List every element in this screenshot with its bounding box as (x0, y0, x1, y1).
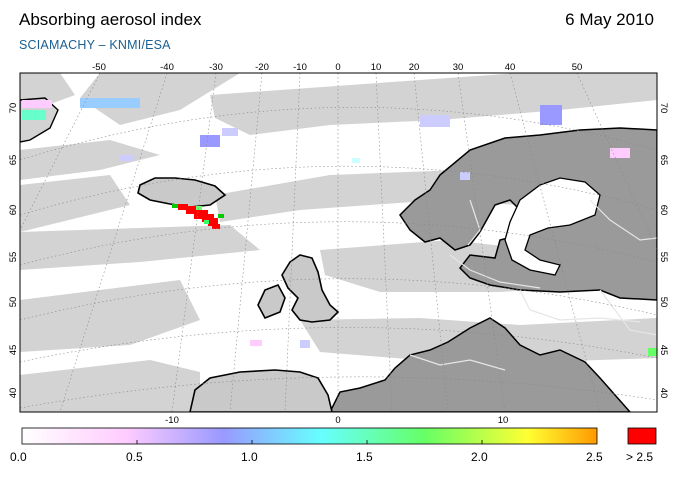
colorbar-ticks (136, 440, 483, 444)
colorbar-label-1: 0.5 (126, 450, 143, 464)
top-lon-labels: -50 -40 -30 -20 -10 0 10 20 30 40 50 (92, 62, 582, 73)
map-date: 6 May 2010 (565, 10, 654, 29)
colorbar-overflow-label: > 2.5 (626, 450, 654, 464)
colorbar-label-2: 1.0 (241, 450, 258, 464)
left-lat-label: 55 (8, 252, 19, 263)
bottom-lon-label: 10 (498, 415, 509, 426)
right-lat-label: 50 (658, 297, 669, 308)
baltic-sea (504, 177, 601, 276)
colorbar-overflow-swatch (627, 427, 657, 445)
left-lat-labels: 70 65 60 55 50 45 40 (8, 103, 19, 399)
right-lat-label: 60 (658, 205, 669, 216)
map-subtitle: SCIAMACHY – KNMI/ESA (19, 38, 171, 52)
colorbar-label-3: 1.5 (356, 450, 373, 464)
country-borders (409, 199, 657, 371)
land-masses (137, 177, 340, 412)
left-lat-label: 45 (8, 345, 19, 356)
bottom-lon-labels: -10 0 10 (165, 415, 508, 426)
map-frame (19, 72, 658, 413)
left-lat-label: 65 (8, 155, 19, 166)
left-lat-label: 70 (8, 103, 19, 114)
bottom-lon-label: 0 (335, 415, 340, 426)
top-lon-label: 30 (453, 62, 464, 73)
top-lon-label: -20 (255, 62, 269, 73)
aerosol-plume (172, 204, 224, 229)
right-lat-label: 55 (658, 252, 669, 263)
top-lon-label: 40 (505, 62, 516, 73)
top-lon-label: 50 (572, 62, 583, 73)
colorbar-label-5: 2.5 (586, 450, 603, 464)
bottom-lon-label: -10 (165, 415, 179, 426)
top-lon-label: -30 (209, 62, 223, 73)
aerosol-pixels (22, 98, 657, 356)
right-lat-labels: 70 65 60 55 50 45 40 (658, 103, 669, 399)
right-lat-label: 65 (658, 155, 669, 166)
right-lat-label: 70 (658, 103, 669, 114)
top-lon-label: 0 (335, 62, 340, 73)
no-data-swaths (20, 73, 657, 412)
colorbar-label-0: 0.0 (10, 450, 27, 464)
right-lat-label: 40 (658, 388, 669, 399)
colorbar-label-4: 2.0 (471, 450, 488, 464)
graticule (20, 73, 657, 412)
left-lat-label: 40 (8, 388, 19, 399)
top-lon-label: 10 (371, 62, 382, 73)
top-lon-label: -10 (293, 62, 307, 73)
top-lon-label: 20 (409, 62, 420, 73)
colorbar (21, 427, 598, 445)
map-title: Absorbing aerosol index (19, 10, 202, 29)
left-lat-label: 60 (8, 205, 19, 216)
top-lon-label: -50 (92, 62, 106, 73)
right-lat-label: 45 (658, 345, 669, 356)
left-lat-label: 50 (8, 297, 19, 308)
top-lon-label: -40 (160, 62, 174, 73)
